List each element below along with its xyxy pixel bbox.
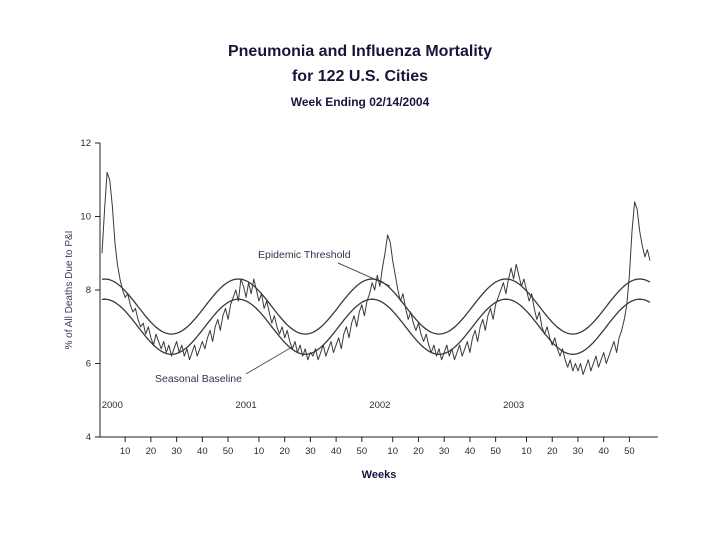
chart-subtitle: Week Ending 02/14/2004 [290, 94, 430, 109]
x-tick-label: 30 [439, 446, 450, 457]
x-tick-label: 40 [465, 446, 476, 457]
year-label: 2000 [102, 400, 123, 411]
x-tick-label: 40 [331, 446, 342, 457]
x-tick-label: 50 [490, 446, 501, 457]
axes-lines [99, 143, 658, 438]
x-tick-label: 30 [573, 446, 584, 457]
year-label: 2002 [369, 400, 390, 411]
y-tick-label: 12 [80, 138, 91, 149]
chart-title-line1: Pneumonia and Influenza Mortality [227, 43, 493, 60]
x-tick-label: 10 [521, 446, 532, 457]
x-tick-label: 50 [357, 446, 368, 457]
x-tick-label: 10 [120, 446, 131, 457]
x-tick-label: 30 [305, 446, 316, 457]
epidemic-threshold-annotation: Epidemic Threshold [258, 249, 351, 261]
title-block: Pneumonia and Influenza Mortality for 12… [0, 40, 720, 109]
y-tick-label: 4 [86, 432, 91, 443]
x-tick-label: 20 [279, 446, 290, 457]
y-tick-label: 8 [86, 285, 91, 296]
x-tick-label: 50 [223, 446, 234, 457]
x-tick-label: 40 [197, 446, 208, 457]
generated-plot-content: 4 6 8 10 12 10 20 30 40 50 2000 10 20 30 40 50 2001 10 20 3… [80, 138, 651, 457]
seasonal-baseline-annotation: Seasonal Baseline [155, 373, 242, 385]
seasonal-baseline-line [101, 298, 651, 355]
epidemic-threshold-line [101, 278, 651, 335]
x-tick-label: 20 [413, 446, 424, 457]
year-label: 2003 [503, 400, 524, 411]
y-tick-label: 6 [86, 359, 91, 370]
x-tick-label: 30 [171, 446, 182, 457]
x-axis-label: Weeks [362, 469, 397, 481]
seasonal-baseline-leader-line [245, 346, 293, 375]
x-tick-label: 10 [254, 446, 265, 457]
y-axis-label: % of All Deaths Due to P&I [64, 231, 75, 350]
observed-mortality-line [101, 171, 651, 375]
chart-title-line2: for 122 U.S. Cities [291, 67, 429, 85]
x-tick-label: 10 [387, 446, 398, 457]
year-label: 2001 [236, 400, 257, 411]
x-tick-label: 20 [146, 446, 157, 457]
y-tick-label: 10 [80, 212, 91, 223]
x-tick-label: 50 [624, 446, 635, 457]
x-tick-label: 20 [547, 446, 558, 457]
x-tick-label: 40 [598, 446, 609, 457]
